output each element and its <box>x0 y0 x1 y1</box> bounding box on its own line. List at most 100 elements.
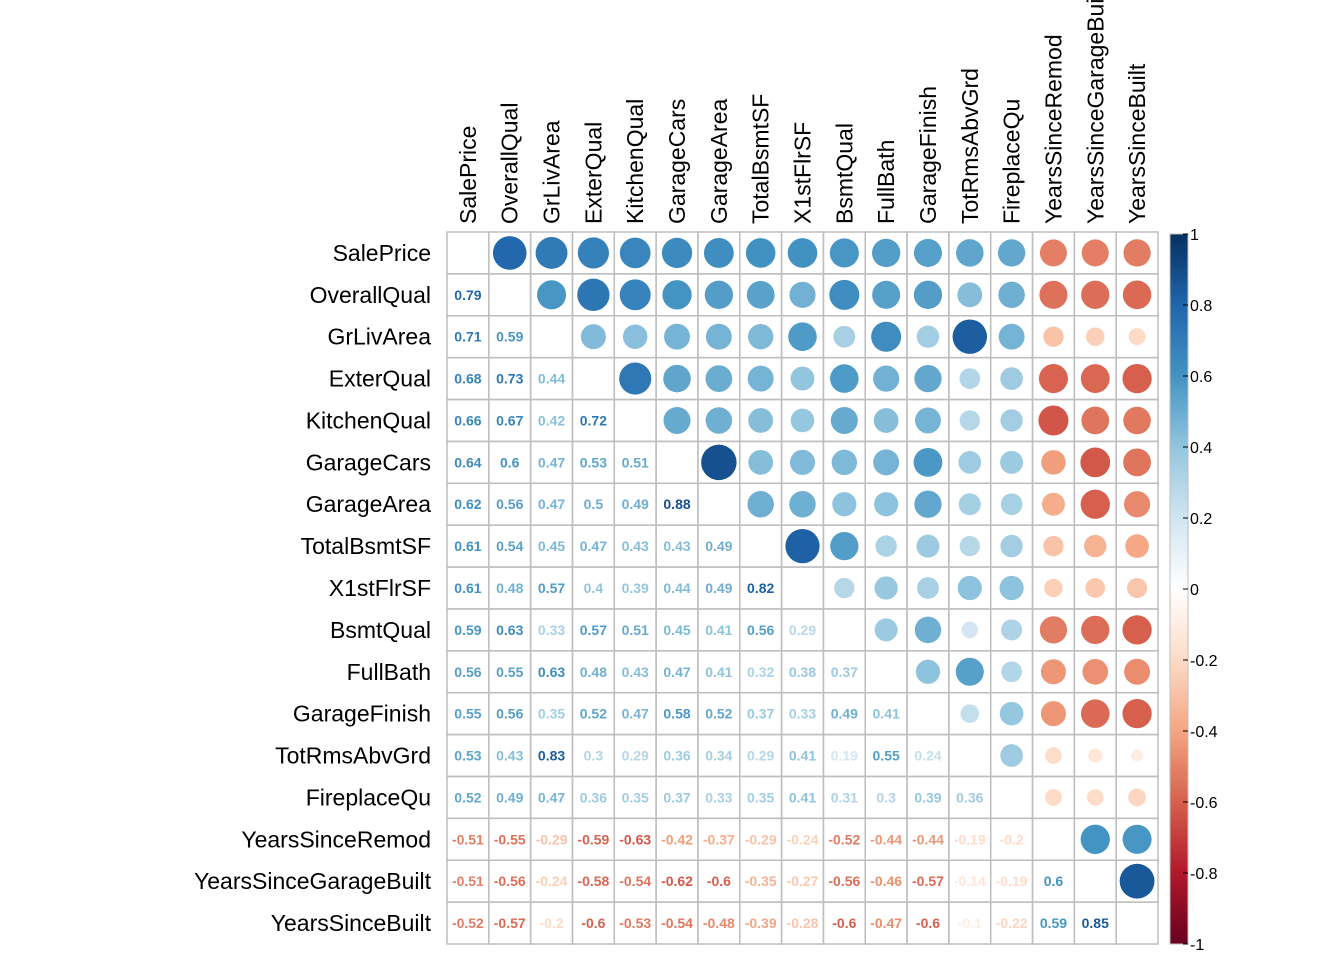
correlation-circle <box>916 325 940 348</box>
correlation-value: 0.35 <box>538 706 565 722</box>
colorbar-tick-label: -0.6 <box>1190 795 1218 812</box>
correlation-value: 0.47 <box>538 496 565 512</box>
correlation-circle <box>997 239 1026 267</box>
correlation-value: -0.63 <box>619 831 651 847</box>
correlation-circle <box>1040 659 1066 685</box>
correlation-circle <box>917 577 939 599</box>
correlation-circle <box>747 365 774 392</box>
correlation-circle <box>874 576 898 600</box>
correlation-circle <box>664 323 690 350</box>
correlation-value: 0.32 <box>747 664 774 680</box>
correlation-value: -0.48 <box>703 915 735 931</box>
correlation-circle <box>830 531 859 561</box>
correlation-value: 0.31 <box>831 789 858 805</box>
correlation-circle <box>1123 448 1151 477</box>
correlation-value: 0.49 <box>496 789 523 805</box>
row-label: GarageCars <box>306 449 431 475</box>
correlation-circle <box>1123 491 1151 518</box>
correlation-circle <box>1081 406 1110 435</box>
column-labels: SalePrice OverallQual GrLivArea ExterQual Ki… <box>455 0 1150 224</box>
correlation-value: -0.53 <box>619 915 651 931</box>
correlation-circle <box>1000 534 1023 558</box>
correlation-value: -0.19 <box>954 831 986 847</box>
correlation-circle <box>914 364 942 393</box>
matrix-cell <box>989 775 1034 820</box>
correlation-value: 0.56 <box>747 622 774 638</box>
correlation-circle <box>745 238 776 268</box>
correlation-value: 0.56 <box>496 496 523 512</box>
correlation-value: -0.52 <box>452 915 484 931</box>
row-label: SalePrice <box>333 240 431 266</box>
correlation-value: -0.62 <box>661 873 693 889</box>
correlation-circle <box>1044 788 1062 806</box>
correlation-value: 0.63 <box>496 622 523 638</box>
correlation-circle <box>1000 493 1023 516</box>
correlation-circle <box>619 362 652 395</box>
correlation-circle <box>959 368 981 389</box>
correlation-value: 0.59 <box>454 622 481 638</box>
correlation-value: 0.48 <box>496 580 523 596</box>
column-label: X1stFlrSF <box>790 122 816 224</box>
correlation-value: 0.37 <box>663 789 690 805</box>
correlation-circle <box>1043 326 1064 347</box>
colorbar-tick-label: -0.4 <box>1190 724 1218 741</box>
correlation-circle <box>916 534 940 558</box>
correlation-circle <box>959 535 980 557</box>
correlation-circles <box>492 236 1155 899</box>
correlation-circle <box>872 280 901 309</box>
column-label: ExterQual <box>580 122 606 224</box>
row-label: TotRmsAbvGrd <box>275 743 431 769</box>
correlation-circle <box>1087 789 1104 806</box>
matrix-cell <box>864 650 908 694</box>
correlation-value: 0.41 <box>705 664 732 680</box>
correlation-value: 0.51 <box>622 622 649 638</box>
correlation-value: 0.56 <box>496 706 523 722</box>
correlation-circle <box>961 621 979 639</box>
correlation-circle <box>830 364 859 393</box>
correlation-value: 0.38 <box>789 664 816 680</box>
correlation-circle <box>789 490 816 518</box>
correlation-circle <box>790 408 815 433</box>
row-label: YearsSinceRemod <box>241 826 431 852</box>
correlation-circle <box>1128 788 1146 807</box>
correlation-circle <box>1081 615 1110 645</box>
correlation-value: -0.55 <box>494 831 526 847</box>
correlation-value: -0.24 <box>787 831 819 847</box>
row-label: GarageArea <box>306 491 432 517</box>
correlation-value: 0.62 <box>454 496 481 512</box>
correlation-circle <box>871 321 902 352</box>
correlation-value: 0.73 <box>496 371 523 387</box>
correlation-circle <box>960 704 980 723</box>
correlation-value: 0.68 <box>454 371 481 387</box>
correlation-value: 0.57 <box>538 580 565 596</box>
correlation-value: 0.34 <box>705 748 732 764</box>
correlation-circle <box>663 364 691 393</box>
correlation-value: 0.57 <box>580 622 607 638</box>
correlation-value: -0.51 <box>452 873 484 889</box>
correlation-circle <box>999 575 1024 601</box>
correlation-value: 0.36 <box>956 789 983 805</box>
correlation-circle <box>1080 824 1110 854</box>
correlation-value: 0.82 <box>747 580 774 596</box>
column-label: OverallQual <box>497 103 523 224</box>
correlation-circle <box>580 324 606 350</box>
correlation-value: -0.24 <box>536 873 568 889</box>
correlation-circle <box>1122 363 1152 394</box>
correlation-value: 0.37 <box>831 664 858 680</box>
matrix-cell <box>655 440 699 485</box>
correlation-value: 0.39 <box>914 789 941 805</box>
correlation-value: -0.57 <box>494 915 526 931</box>
correlation-circle <box>788 322 817 351</box>
correlation-circle <box>577 237 609 269</box>
correlation-circle <box>785 528 820 564</box>
correlation-value: 0.6 <box>500 454 520 470</box>
correlation-circle <box>1122 824 1152 854</box>
correlation-circle <box>873 408 899 433</box>
correlation-value: 0.63 <box>538 664 565 680</box>
correlation-value: 0.43 <box>622 538 649 554</box>
correlation-circle <box>1044 578 1063 598</box>
correlation-value: -0.29 <box>536 831 568 847</box>
correlation-value: 0.49 <box>705 580 732 596</box>
correlation-circle <box>831 449 858 476</box>
correlation-circle <box>704 280 734 309</box>
